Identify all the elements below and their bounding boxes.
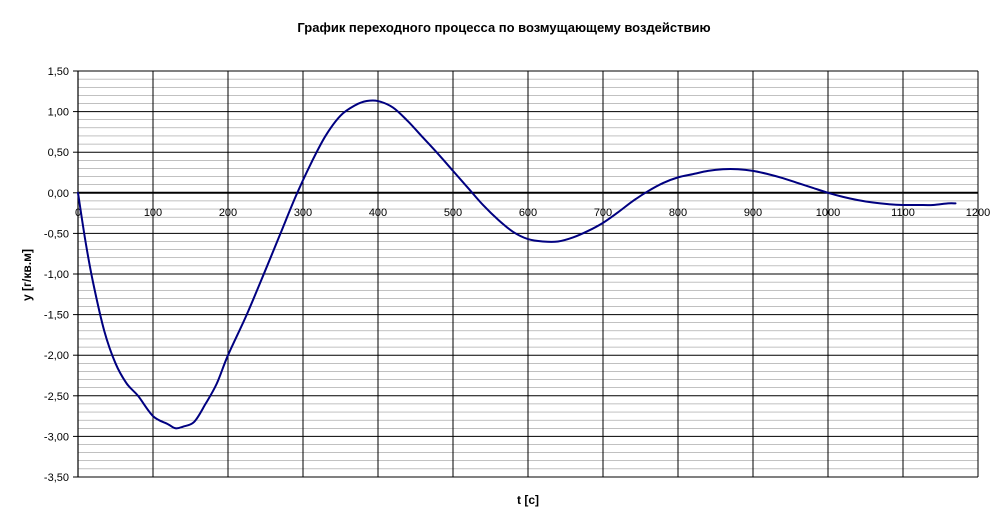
x-tick-label: 900 [744,207,762,219]
series-layer [77,99,957,430]
y-tick-label: -1,00 [44,269,69,281]
x-tick-label: 0 [75,207,81,219]
y-tick-label: -3,50 [44,472,69,484]
series-line [77,99,957,430]
x-tick-label: 700 [594,207,612,219]
x-tick-label: 200 [219,207,237,219]
y-tick-labels: 1,50 1,00 0,50 0,00 -0,50 -1,00 -1,50 -2,00 -2,5… [44,66,69,484]
x-tick-label: 100 [144,207,162,219]
y-tick-label: 1,00 [48,107,69,119]
y-tick-label: -2,50 [44,391,69,403]
x-tick-labels: 0 100 200 300 400 500 600 700 800 900 1000 1100 1200 [75,207,990,219]
y-tick-label: -1,50 [44,310,69,322]
x-tick-label: 800 [669,207,687,219]
x-tick-label: 500 [444,207,462,219]
x-tick-label: 1000 [816,207,840,219]
y-tick-label: -0,50 [44,228,69,240]
x-tick-label: 600 [519,207,537,219]
y-tick-label: 1,50 [48,66,69,78]
x-tick-label: 1200 [966,207,990,219]
x-tick-label: 400 [369,207,387,219]
y-tick-label: 0,00 [48,188,69,200]
grid-lines [77,70,979,478]
y-tick-label: -2,00 [44,350,69,362]
y-axis-label: y [г/кв.м] [20,249,34,301]
chart-title: График переходного процесса по возмущающ… [297,20,710,35]
x-tick-label: 1100 [891,207,915,219]
y-tick-label: 0,50 [48,147,69,159]
x-tick-label: 300 [294,207,312,219]
x-axis-label: t [c] [517,493,539,507]
y-tick-label: -3,00 [44,431,69,443]
